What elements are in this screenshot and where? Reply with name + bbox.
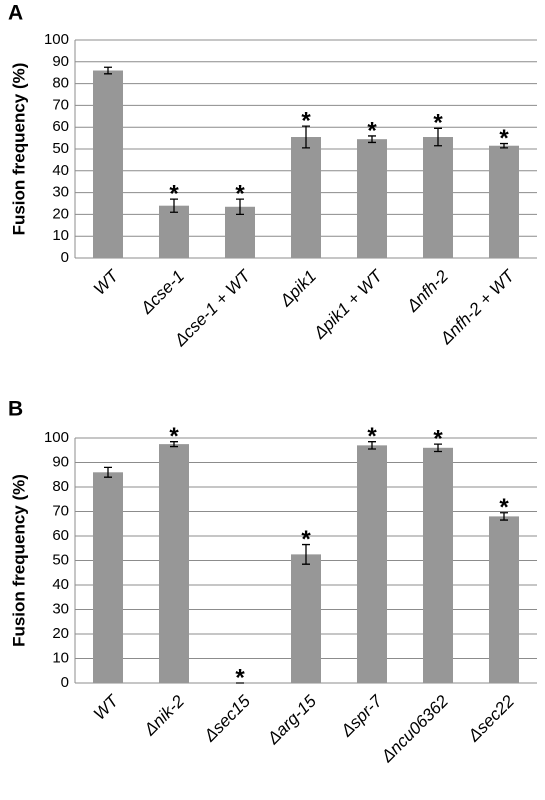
- y-tick-label: 90: [52, 53, 69, 70]
- bar: [225, 206, 255, 258]
- error-bar: [236, 198, 244, 216]
- y-tick-label: 50: [52, 551, 69, 568]
- bar: [291, 554, 321, 683]
- y-tick-label: 10: [52, 649, 69, 666]
- error-bar: [368, 441, 376, 450]
- y-tick-label: 80: [52, 478, 69, 495]
- error-bar: [170, 441, 178, 448]
- y-tick-label: 20: [52, 625, 69, 642]
- bar: [93, 70, 123, 259]
- bar: [423, 447, 453, 683]
- error-bar: [302, 125, 310, 149]
- x-tick-label: WT: [90, 690, 123, 723]
- bar: [489, 516, 519, 683]
- y-tick-label: 100: [44, 31, 69, 48]
- panel-label: A: [8, 2, 23, 25]
- x-tick-label: Δpik1 + WT: [309, 265, 387, 343]
- significance-mark: *: [367, 117, 377, 144]
- y-tick-label: 60: [52, 118, 69, 135]
- bar: [489, 145, 519, 258]
- bar: [423, 137, 453, 258]
- y-tick-label: 70: [52, 96, 69, 113]
- y-tick-label: 10: [52, 227, 69, 244]
- bar: [159, 205, 189, 258]
- y-tick-label: 0: [61, 249, 69, 266]
- bar: [159, 444, 189, 683]
- y-tick-label: 80: [52, 75, 69, 92]
- significance-mark: *: [169, 180, 179, 207]
- y-tick-label: 50: [52, 140, 69, 157]
- x-tick-label: Δnik-2: [140, 691, 189, 740]
- x-tick-label: Δnfh-2: [402, 266, 452, 316]
- y-tick-label: 20: [52, 205, 69, 222]
- error-bar: [434, 443, 442, 453]
- x-tick-label: WT: [90, 265, 123, 298]
- error-bar: [104, 466, 112, 478]
- error-bar: [170, 198, 178, 213]
- bar: [357, 139, 387, 258]
- x-tick-label: Δpik1: [276, 267, 320, 311]
- significance-mark: *: [367, 423, 377, 450]
- error-bar: [104, 66, 112, 75]
- x-tick-label: Δsec15: [200, 691, 255, 746]
- significance-mark: *: [499, 125, 509, 152]
- error-bar: [500, 142, 508, 149]
- y-tick-label: 40: [52, 576, 69, 593]
- significance-mark: *: [433, 110, 443, 137]
- x-tick-label: Δsec22: [464, 691, 519, 746]
- bar: [357, 445, 387, 683]
- bar: [93, 472, 123, 683]
- x-tick-label: Δspr-7: [337, 691, 387, 741]
- panel-label: B: [8, 398, 23, 421]
- y-axis-label: Fusion frequency (%): [9, 474, 28, 647]
- bar: [291, 137, 321, 258]
- y-tick-label: 70: [52, 502, 69, 519]
- error-bar: [500, 512, 508, 521]
- x-tick-label: Δncu06362: [377, 691, 452, 766]
- x-tick-label: Δarg-15: [263, 691, 320, 748]
- error-bar: [434, 127, 442, 147]
- significance-mark: *: [433, 425, 443, 452]
- error-bar: [302, 543, 310, 565]
- y-tick-label: 30: [52, 184, 69, 201]
- x-tick-label: Δcse-1: [136, 267, 188, 319]
- y-tick-label: 40: [52, 162, 69, 179]
- significance-mark: *: [301, 107, 311, 134]
- y-tick-label: 90: [52, 453, 69, 470]
- y-tick-label: 60: [52, 527, 69, 544]
- y-axis-label: Fusion frequency (%): [9, 63, 28, 236]
- y-tick-label: 0: [61, 674, 69, 691]
- significance-mark: *: [235, 180, 245, 207]
- significance-mark: *: [235, 664, 245, 691]
- significance-mark: *: [169, 423, 179, 450]
- error-bar: [368, 135, 376, 144]
- y-tick-label: 30: [52, 600, 69, 617]
- significance-mark: *: [301, 526, 311, 553]
- y-tick-label: 100: [44, 429, 69, 446]
- significance-mark: *: [499, 494, 509, 521]
